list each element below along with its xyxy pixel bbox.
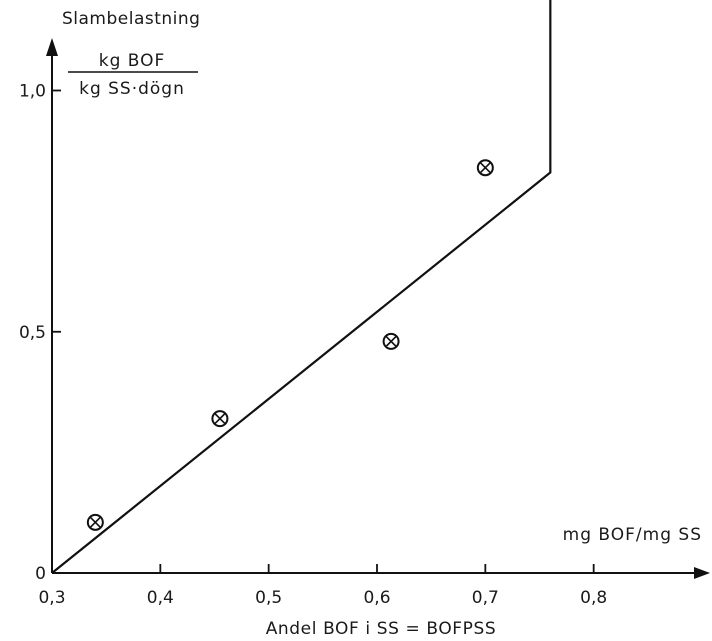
y-unit-denominator: kg SS·dögn: [79, 79, 185, 99]
y-tick-label: 1,0: [19, 82, 46, 102]
data-point-cross-b: [214, 412, 226, 425]
data-point-circle: [476, 159, 494, 177]
y-tick-label: 0,5: [19, 323, 46, 343]
data-point-cross-b: [89, 516, 101, 529]
data-point: [86, 513, 104, 531]
data-point: [382, 332, 400, 350]
data-points-layer: [86, 159, 494, 531]
data-point: [211, 410, 229, 428]
x-axis-arrow: [694, 567, 710, 579]
x-unit-label: mg BOF/mg SS: [563, 525, 702, 545]
data-point-cross-b: [385, 335, 397, 348]
data-point-circle: [211, 410, 229, 428]
x-tick-label: 0,8: [580, 588, 607, 608]
x-tick-label: 0,3: [38, 588, 65, 608]
data-point-circle: [86, 513, 104, 531]
x-tick-label: 0,4: [147, 588, 174, 608]
x-ticks: 0,3 0,4 0,5 0,6 0,7 0,8: [38, 564, 607, 608]
x-tick-label: 0,7: [472, 588, 499, 608]
y-unit-numerator: kg BOF: [99, 51, 166, 71]
data-point: [476, 159, 494, 177]
data-point-circle: [382, 332, 400, 350]
envelope-curve: [51, 0, 552, 574]
data-point-cross-b: [479, 162, 491, 174]
chart-title: Slambelastning: [62, 9, 200, 29]
y-tick-label: 0: [35, 564, 46, 584]
y-axis-arrow: [46, 38, 58, 56]
envelope-curve-layer: [51, 0, 552, 574]
y-ticks: 0 0,5 1,0: [19, 82, 61, 584]
x-tick-label: 0,5: [255, 588, 282, 608]
x-tick-label: 0,6: [363, 588, 390, 608]
x-axis-label: Andel BOF i SS = BOFPSS: [266, 619, 497, 639]
